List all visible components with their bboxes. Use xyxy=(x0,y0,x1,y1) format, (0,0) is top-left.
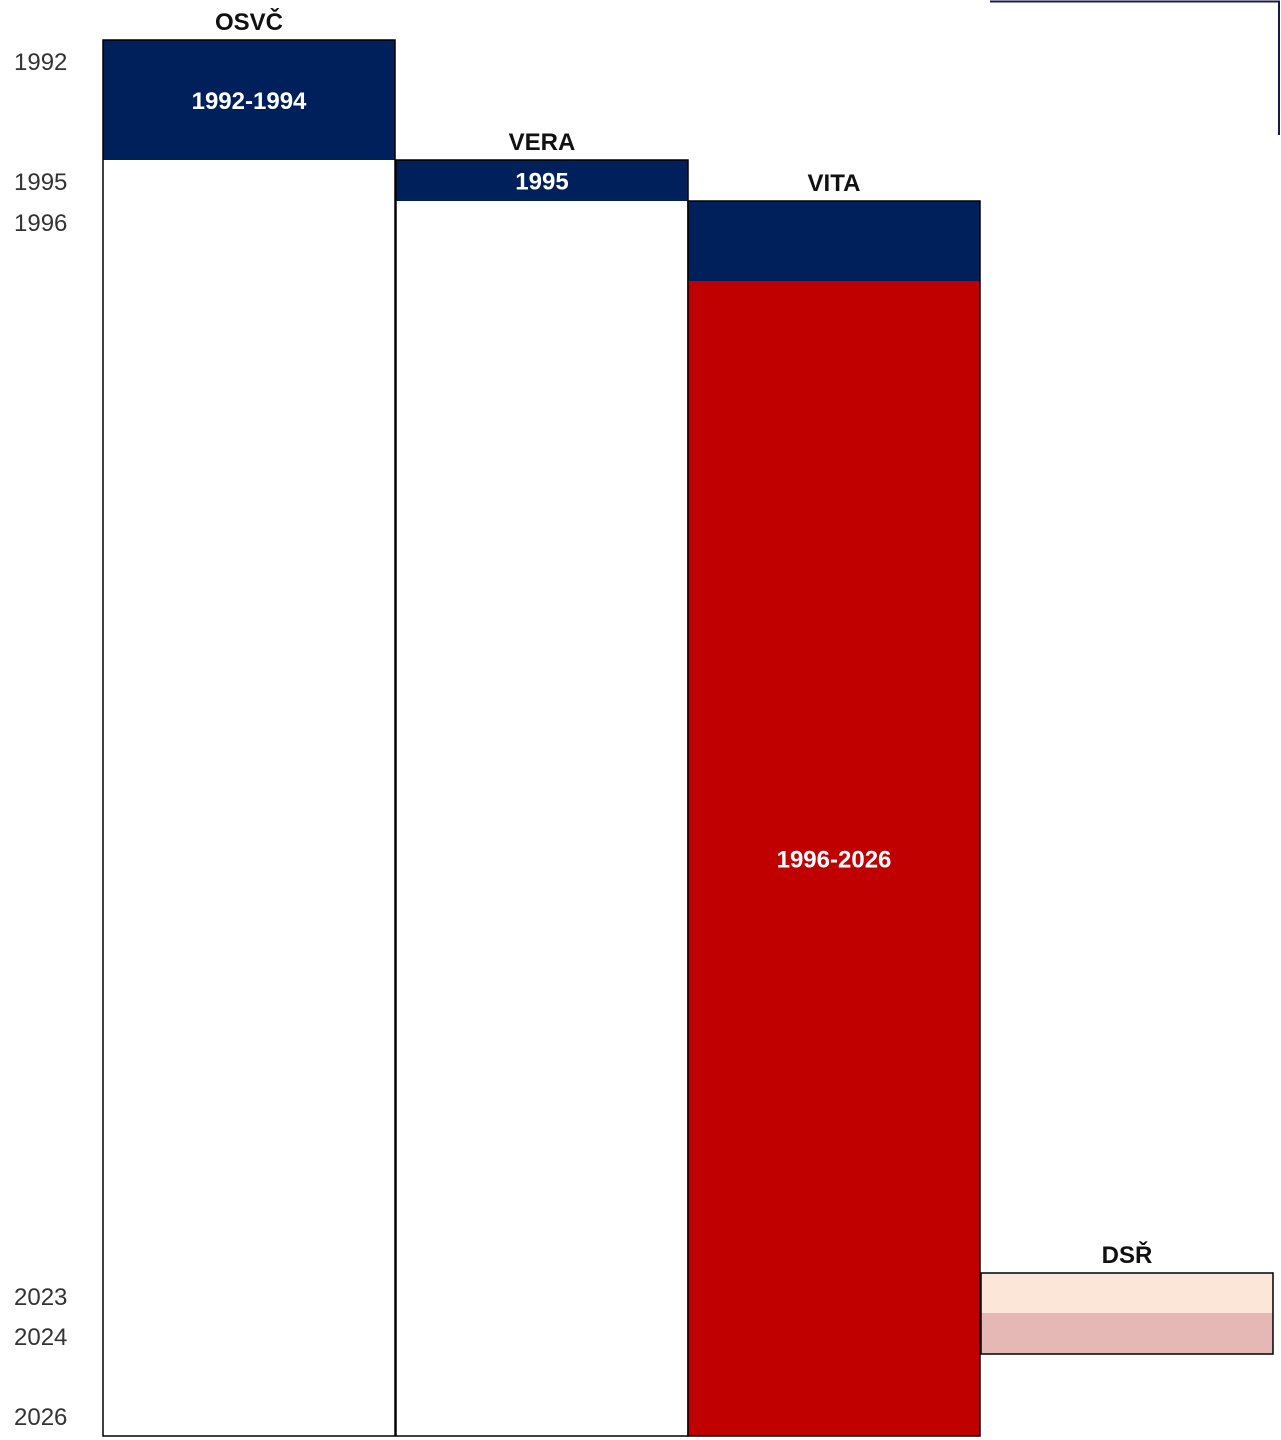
period-label: 1996-2026 xyxy=(777,847,892,874)
period-bar xyxy=(103,40,395,160)
year-tick-label: 2023 xyxy=(14,1284,67,1311)
column-title: VERA xyxy=(509,129,576,156)
year-tick-label: 2024 xyxy=(14,1324,67,1351)
column-background xyxy=(103,40,395,1436)
period-bar xyxy=(981,1313,1273,1354)
column-3: 1996-2026 VITA xyxy=(687,170,981,1437)
column-outline xyxy=(687,200,981,1437)
period-bar xyxy=(688,201,980,281)
top-right-frame-lines xyxy=(990,0,1280,135)
column-outline xyxy=(102,39,396,1437)
period-bar xyxy=(396,160,688,201)
year-tick-label: 1995 xyxy=(14,169,67,196)
column-1: 1992-1994 OSVČ xyxy=(102,8,396,1437)
column-2: 1995 VERA xyxy=(395,129,689,1437)
year-tick-label: 2026 xyxy=(14,1404,67,1431)
period-bar xyxy=(688,281,980,1436)
column-title: OSVČ xyxy=(215,8,283,36)
column-4: DSŘ xyxy=(980,1241,1274,1355)
column-title: DSŘ xyxy=(1102,1241,1153,1269)
column-title: VITA xyxy=(808,170,861,197)
column-outline xyxy=(980,1272,1274,1355)
timeline-columns: 1992-1994 OSVČ 1995 VERA 1996-2026 VITA DSŘ xyxy=(102,8,1274,1437)
year-tick-label: 1996 xyxy=(14,210,67,237)
period-bar xyxy=(981,1273,1273,1313)
period-label: 1992-1994 xyxy=(192,88,307,115)
year-tick-label: 1992 xyxy=(14,49,67,76)
period-label: 1995 xyxy=(515,169,568,196)
year-axis: 1992 1995 1996 2023 2024 2026 xyxy=(14,49,67,1431)
column-background xyxy=(396,160,688,1436)
